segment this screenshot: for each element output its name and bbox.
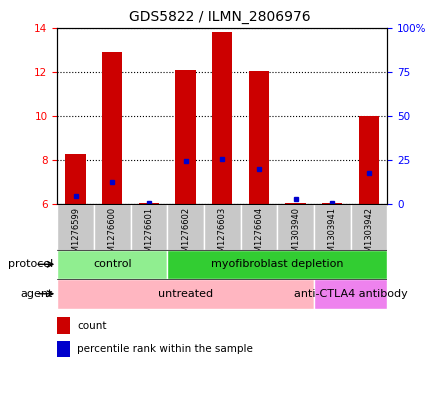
Bar bbox=[167, 204, 204, 250]
Text: agent: agent bbox=[20, 289, 53, 299]
Bar bbox=[57, 250, 167, 279]
Text: GSM1276602: GSM1276602 bbox=[181, 207, 190, 263]
Text: GSM1303940: GSM1303940 bbox=[291, 207, 300, 263]
Text: GSM1276600: GSM1276600 bbox=[108, 207, 117, 263]
Bar bbox=[314, 204, 351, 250]
Text: count: count bbox=[77, 321, 106, 331]
Text: GSM1276599: GSM1276599 bbox=[71, 207, 80, 263]
Text: GSM1303941: GSM1303941 bbox=[328, 207, 337, 263]
Bar bbox=[167, 250, 387, 279]
Bar bbox=[322, 203, 342, 204]
Bar bbox=[66, 154, 86, 204]
Text: GSM1303942: GSM1303942 bbox=[364, 207, 374, 263]
Bar bbox=[212, 32, 232, 204]
Bar bbox=[241, 204, 277, 250]
Bar bbox=[102, 52, 122, 204]
Bar bbox=[57, 341, 70, 357]
Bar bbox=[277, 204, 314, 250]
Text: GDS5822 / ILMN_2806976: GDS5822 / ILMN_2806976 bbox=[129, 10, 311, 24]
Text: GSM1276604: GSM1276604 bbox=[254, 207, 264, 263]
Bar bbox=[351, 204, 387, 250]
Bar bbox=[131, 204, 167, 250]
Text: myofibroblast depletion: myofibroblast depletion bbox=[211, 259, 344, 269]
Bar bbox=[249, 71, 269, 204]
Text: GSM1276601: GSM1276601 bbox=[144, 207, 154, 263]
Bar bbox=[204, 204, 241, 250]
Text: GSM1276603: GSM1276603 bbox=[218, 207, 227, 263]
Text: untreated: untreated bbox=[158, 289, 213, 299]
Text: protocol: protocol bbox=[7, 259, 53, 269]
Bar bbox=[57, 204, 94, 250]
Bar bbox=[314, 279, 387, 309]
Bar bbox=[57, 317, 70, 334]
Text: control: control bbox=[93, 259, 132, 269]
Bar bbox=[94, 204, 131, 250]
Bar bbox=[176, 70, 196, 204]
Text: anti-CTLA4 antibody: anti-CTLA4 antibody bbox=[293, 289, 407, 299]
Bar bbox=[286, 203, 306, 204]
Bar bbox=[57, 279, 314, 309]
Bar bbox=[139, 203, 159, 204]
Text: percentile rank within the sample: percentile rank within the sample bbox=[77, 344, 253, 354]
Bar bbox=[359, 116, 379, 204]
